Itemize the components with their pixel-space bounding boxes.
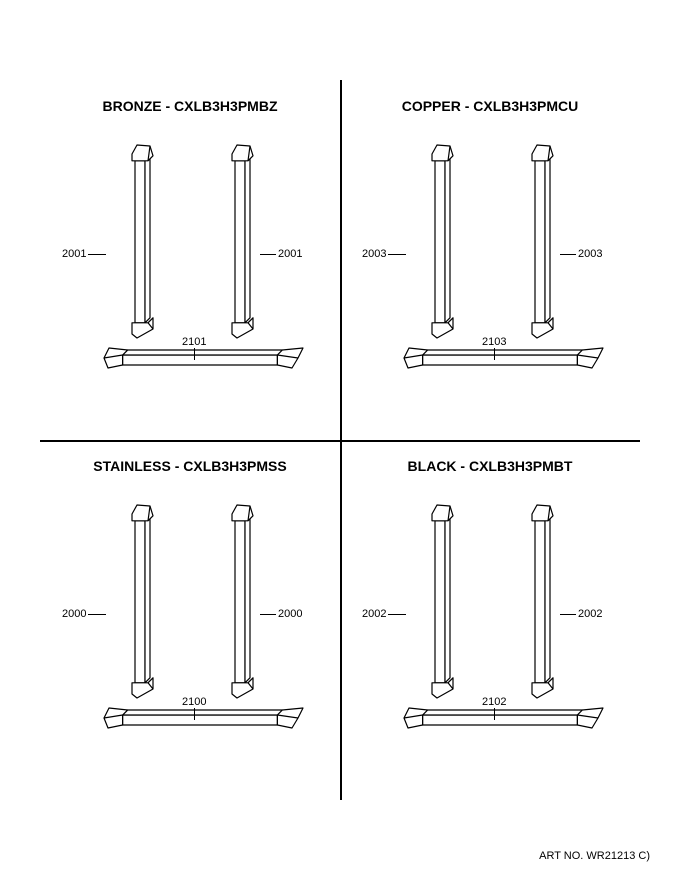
parts-diagram-container: BRONZE - CXLB3H3PMBZ 2001 2001 2101 COPP… [40,80,640,800]
art-number: ART NO. WR21213 C) [539,850,650,862]
vertical-handle-label-right: 2000 [278,608,302,620]
leader-line [494,348,495,360]
vertical-handle-label-left: 2000 [62,608,86,620]
leader-line [388,614,406,615]
handle-diagram: 2001 2001 2101 [60,140,320,420]
quadrant-title: STAINLESS - CXLB3H3PMSS [40,458,340,474]
handle-svg [360,140,620,400]
leader-line [260,614,276,615]
handle-svg [360,500,620,760]
leader-line [260,254,276,255]
leader-line [494,708,495,720]
vertical-handle-label-right: 2002 [578,608,602,620]
vertical-handle-label-left: 2003 [362,248,386,260]
leader-line [560,614,576,615]
quadrant-title: BRONZE - CXLB3H3PMBZ [40,98,340,114]
leader-line [560,254,576,255]
vertical-handle-label-left: 2002 [362,608,386,620]
handle-svg [60,500,320,760]
horizontal-handle-label: 2103 [482,336,506,348]
handle-diagram: 2002 2002 2102 [360,500,620,780]
handle-svg [60,140,320,400]
horizontal-handle-label: 2100 [182,696,206,708]
leader-line [194,348,195,360]
quadrant-title: COPPER - CXLB3H3PMCU [340,98,640,114]
quadrant-title: BLACK - CXLB3H3PMBT [340,458,640,474]
vertical-handle-label-right: 2001 [278,248,302,260]
horizontal-handle-label: 2101 [182,336,206,348]
leader-line [88,254,106,255]
vertical-handle-label-left: 2001 [62,248,86,260]
quadrant-bronze: BRONZE - CXLB3H3PMBZ 2001 2001 2101 [40,80,340,440]
leader-line [88,614,106,615]
horizontal-handle-label: 2102 [482,696,506,708]
vertical-handle-label-right: 2003 [578,248,602,260]
handle-diagram: 2000 2000 2100 [60,500,320,780]
quadrant-stainless: STAINLESS - CXLB3H3PMSS 2000 2000 2100 [40,440,340,800]
handle-diagram: 2003 2003 2103 [360,140,620,420]
leader-line [388,254,406,255]
leader-line [194,708,195,720]
quadrant-black: BLACK - CXLB3H3PMBT 2002 2002 2102 [340,440,640,800]
quadrant-copper: COPPER - CXLB3H3PMCU 2003 2003 2103 [340,80,640,440]
